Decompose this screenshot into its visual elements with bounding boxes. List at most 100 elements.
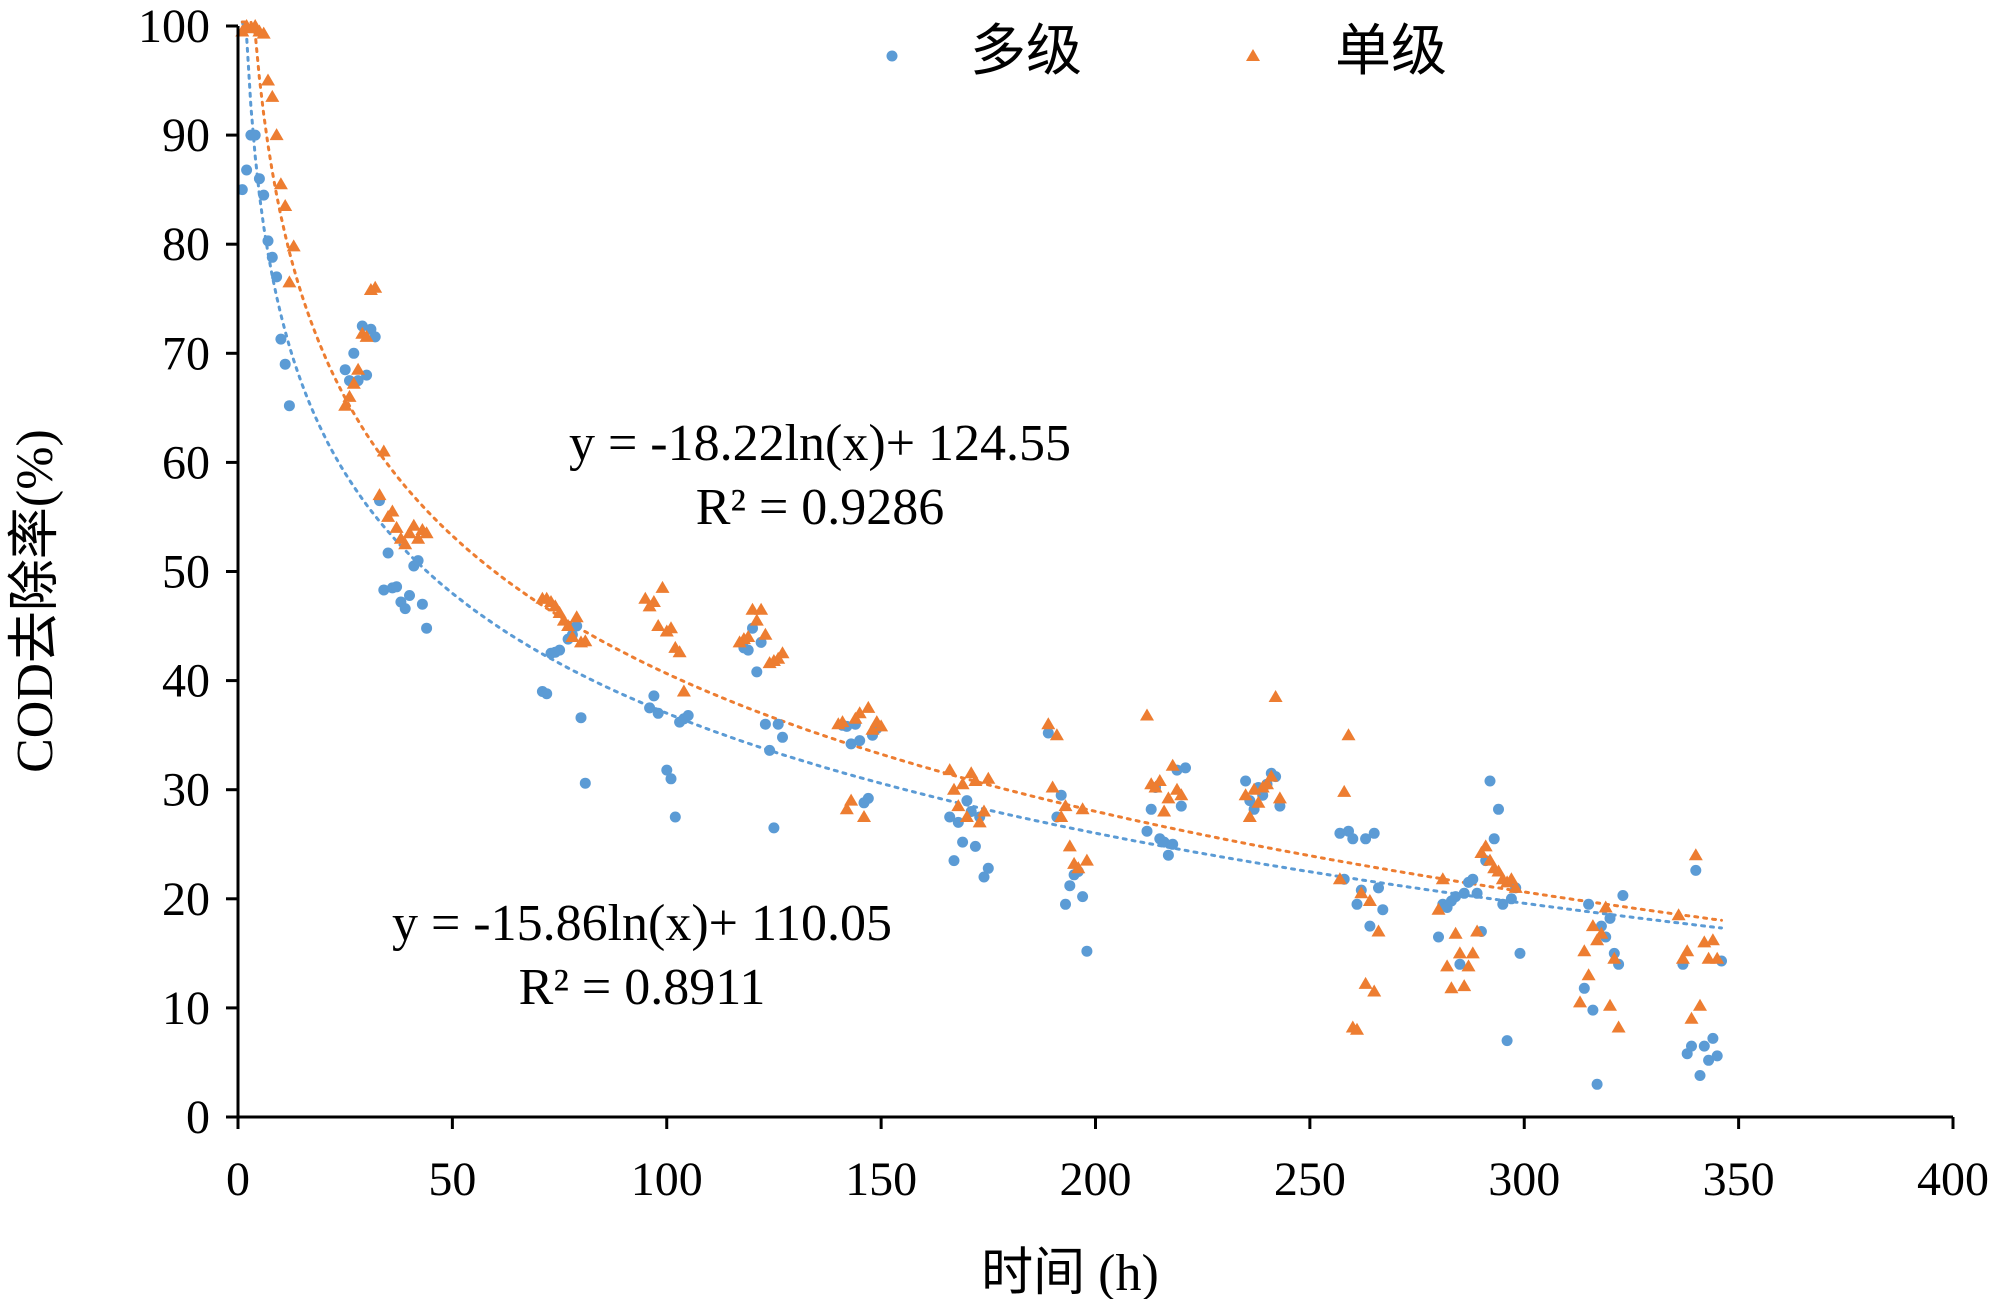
data-point (758, 627, 773, 640)
x-tick-label: 0 (226, 1153, 250, 1206)
data-point (579, 777, 591, 789)
data-point (1347, 833, 1359, 845)
data-point (1180, 762, 1191, 774)
data-point (361, 369, 373, 381)
data-point (1617, 890, 1629, 901)
data-point (844, 793, 859, 806)
data-point (368, 280, 383, 293)
data-point (1675, 951, 1690, 964)
data-point (947, 782, 961, 795)
data-point (1611, 1020, 1626, 1033)
y-tick-label: 10 (162, 982, 210, 1035)
data-point (669, 811, 681, 823)
data-point (1444, 981, 1459, 994)
y-tick-label: 100 (138, 0, 210, 53)
data-point (1595, 920, 1607, 932)
data-point (569, 610, 584, 623)
data-point (275, 333, 287, 345)
data-point (266, 251, 278, 263)
data-point (1377, 904, 1389, 916)
data-point (342, 389, 357, 402)
data-point (398, 537, 413, 550)
data-point (644, 702, 656, 714)
data-point (1158, 836, 1170, 848)
data-point (1358, 976, 1373, 989)
data-point (1581, 968, 1596, 981)
series-1 (235, 19, 1725, 1035)
data-point (951, 799, 966, 812)
data-point (1594, 926, 1609, 939)
data-point (1162, 849, 1174, 861)
data-point (982, 862, 994, 874)
data-point (775, 646, 790, 659)
data-point (1071, 861, 1086, 874)
data-point (1238, 788, 1253, 801)
data-point (391, 581, 403, 593)
data-point (385, 504, 400, 517)
data-point (1705, 933, 1720, 946)
data-point (404, 590, 415, 601)
data-point (286, 239, 301, 252)
data-point (1450, 891, 1462, 903)
data-point (764, 744, 776, 756)
data-point (1062, 839, 1077, 852)
x-tick-label: 200 (1060, 1153, 1132, 1206)
data-point (359, 329, 374, 342)
data-point (1603, 998, 1617, 1011)
data-point (1064, 880, 1076, 892)
data-point (1041, 717, 1056, 730)
data-point (1364, 920, 1376, 932)
data-point (1350, 1022, 1364, 1035)
y-tick-label: 80 (162, 218, 210, 271)
data-point (338, 398, 353, 411)
data-point (1351, 898, 1363, 910)
data-point (1578, 982, 1590, 994)
data-point (1240, 775, 1252, 787)
data-point (1161, 791, 1176, 804)
data-point (1334, 827, 1346, 839)
data-point (1075, 802, 1090, 815)
data-point (346, 376, 361, 389)
trendline-annotation-0: y = -15.86ln(x)+ 110.05 R² = 0.8911 (392, 895, 892, 1016)
data-point (952, 816, 964, 828)
data-point (1583, 898, 1595, 910)
data-point (1175, 800, 1187, 812)
data-point (241, 164, 253, 176)
y-tick-label: 50 (162, 546, 210, 599)
data-point (777, 731, 788, 743)
data-point (416, 598, 428, 610)
data-point (978, 871, 990, 883)
y-tick-label: 60 (162, 436, 210, 489)
data-point (749, 613, 764, 626)
data-point (1587, 1004, 1599, 1016)
data-point (1501, 1035, 1513, 1047)
data-point (1484, 775, 1496, 787)
data-point (972, 815, 987, 828)
data-point (356, 320, 368, 332)
data-point (561, 619, 576, 631)
data-point (249, 129, 261, 141)
data-point (839, 802, 854, 815)
data-point (419, 526, 434, 539)
data-point (1711, 1050, 1723, 1062)
data-point (1167, 838, 1179, 850)
data-point (265, 89, 280, 102)
y-tick-label: 20 (162, 873, 210, 926)
y-tick-label: 40 (162, 655, 210, 708)
data-point (1508, 880, 1523, 893)
axis-ticks: 0 50 100 150 200 250 300 350 400 0 10 20 30 40 50 60 70 8… (138, 0, 1989, 1206)
y-tick-label: 0 (186, 1091, 210, 1144)
data-point (236, 184, 248, 196)
data-point (1337, 784, 1352, 797)
data-point (282, 275, 297, 288)
plot-area: 0 50 100 150 200 250 300 350 400 0 10 20 30 40 50 60 70 8… (138, 0, 1989, 1206)
data-point (253, 173, 265, 185)
data-point (955, 777, 970, 790)
data-point (754, 602, 769, 615)
data-point (1058, 799, 1073, 812)
data-point (256, 26, 271, 39)
data-point (1145, 803, 1157, 815)
data-point (1260, 777, 1274, 790)
y-tick-label: 30 (162, 764, 210, 817)
x-tick-label: 250 (1274, 1153, 1346, 1206)
